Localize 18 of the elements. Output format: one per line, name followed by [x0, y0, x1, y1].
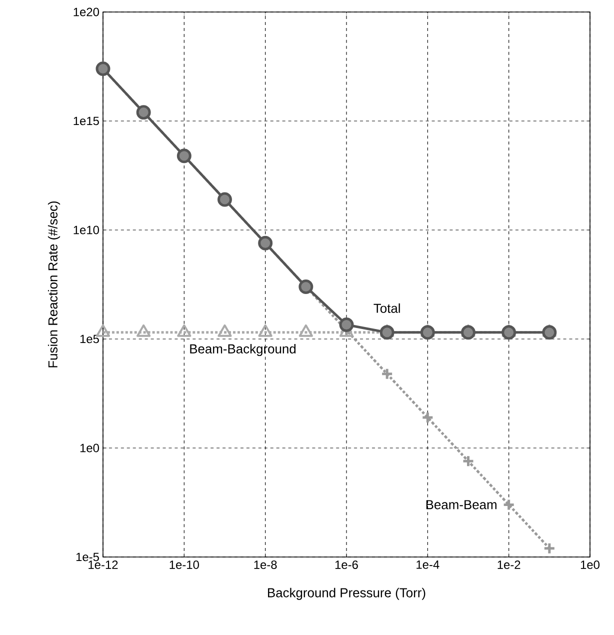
- x-tick-label: 1e-12: [88, 560, 118, 569]
- x-tick-label: 1e0: [580, 560, 600, 569]
- x-tick-label: 1e-10: [170, 560, 199, 569]
- x-tick-label: 1e-4: [416, 560, 440, 569]
- x-tick-label: 1e-6: [335, 560, 358, 569]
- y-tick-label: 1e10: [74, 226, 100, 234]
- x-tick-label: 1e-8: [254, 560, 277, 569]
- x-tick-label: 1e-2: [498, 560, 520, 569]
- y-tick-label: 1e15: [74, 116, 99, 126]
- series-label: Beam-Beam: [426, 500, 496, 510]
- series-label: Total: [374, 303, 400, 313]
- y-tick-label: 1e0: [80, 444, 100, 452]
- y-tick-label: 1e20: [74, 8, 100, 16]
- series-label: Beam-Background: [190, 344, 296, 356]
- y-tick-label: 1e-5: [76, 552, 99, 562]
- x-axis-title: Background Pressure (Torr): [268, 588, 426, 600]
- y-tick-label: 1e5: [80, 334, 99, 344]
- y-axis-title: Fusion Reaction Rate (#/sec): [48, 201, 60, 368]
